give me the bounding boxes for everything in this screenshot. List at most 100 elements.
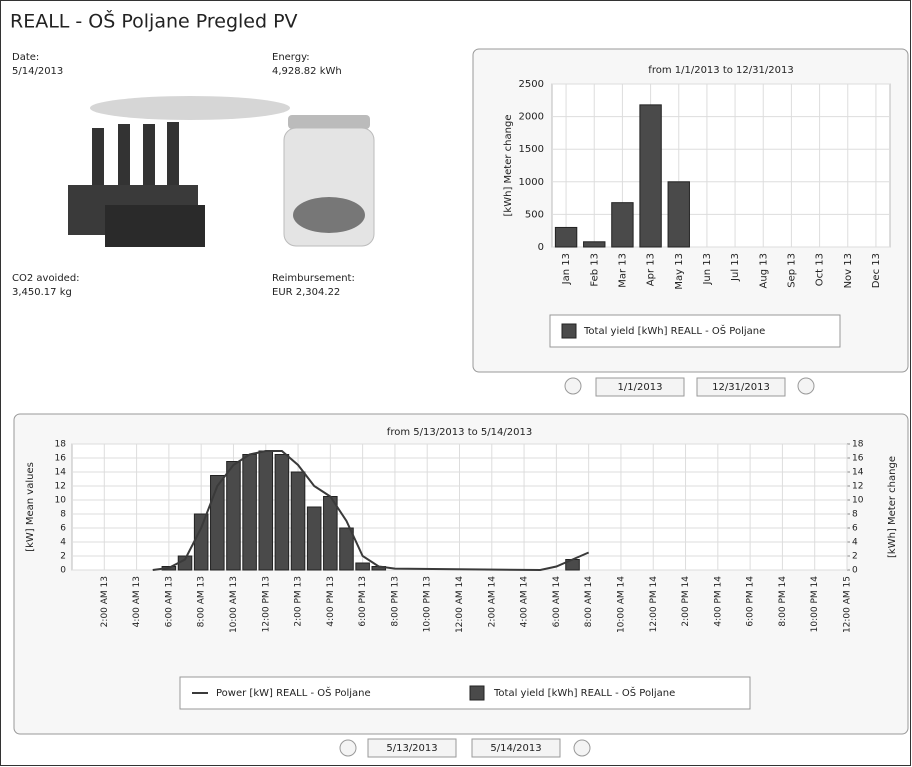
x-tick-label: 10:00 PM 13 xyxy=(423,576,433,632)
page: REALL - OŠ Poljane Pregled PV Date: 5/14… xyxy=(0,0,912,767)
y-tick-label: 12 xyxy=(55,482,66,492)
legend-swatch xyxy=(562,324,576,338)
stat-value: EUR 2,304.22 xyxy=(272,287,340,298)
x-tick-label: 6:00 AM 14 xyxy=(552,576,562,628)
x-tick-label: 8:00 PM 14 xyxy=(778,576,788,627)
y-tick-label: 0 xyxy=(538,242,544,253)
x-tick-label: 10:00 PM 14 xyxy=(810,576,820,633)
bar xyxy=(640,105,661,247)
x-tick-label: 2:00 PM 14 xyxy=(681,576,691,627)
x-tick-label: 12:00 AM 14 xyxy=(455,576,465,633)
y2-tick-label: 16 xyxy=(852,454,864,464)
date-from-text: 5/13/2013 xyxy=(386,743,437,754)
x-tick-label: 6:00 AM 13 xyxy=(164,576,174,627)
y2-tick-label: 4 xyxy=(852,538,858,548)
legend-label: Total yield [kWh] REALL - OŠ Poljane xyxy=(583,324,765,337)
bar xyxy=(243,455,257,571)
x-tick-label: 12:00 AM 15 xyxy=(843,576,853,633)
x-tick-label: 6:00 PM 14 xyxy=(746,576,756,627)
prev-button[interactable] xyxy=(565,378,581,394)
x-tick-label: 2:00 PM 13 xyxy=(294,576,304,627)
y-tick-label: 2500 xyxy=(519,79,544,90)
legend-label: Power [kW] REALL - OŠ Poljane xyxy=(216,686,371,699)
bar xyxy=(227,462,241,571)
x-tick-label: 10:00 AM 13 xyxy=(229,576,239,633)
stat-label: CO2 avoided: xyxy=(12,273,80,284)
y2-tick-label: 10 xyxy=(852,496,864,506)
y-tick-label: 2000 xyxy=(519,112,544,123)
x-tick-label: 12:00 PM 13 xyxy=(261,576,271,632)
x-tick-label: 8:00 AM 14 xyxy=(584,576,594,628)
x-tick-label: 4:00 AM 14 xyxy=(520,576,530,628)
y-tick-label: 16 xyxy=(55,454,67,464)
bar xyxy=(275,455,289,571)
next-button[interactable] xyxy=(798,378,814,394)
x-tick-label: Oct 13 xyxy=(815,253,826,286)
y2-tick-label: 2 xyxy=(852,552,858,562)
y2-tick-label: 0 xyxy=(852,566,858,576)
jar-illustration xyxy=(284,115,374,246)
x-tick-label: 8:00 AM 13 xyxy=(197,576,207,627)
date-to-text: 12/31/2013 xyxy=(712,382,770,393)
x-tick-label: 4:00 AM 13 xyxy=(132,576,142,627)
y2-tick-label: 6 xyxy=(852,524,858,534)
y2-tick-label: 14 xyxy=(852,468,864,478)
stat-label: Energy: xyxy=(272,52,310,63)
y-tick-label: 18 xyxy=(55,440,67,450)
y-axis-title: [kWh] Meter change xyxy=(503,115,514,217)
y-tick-label: 500 xyxy=(525,209,544,220)
x-tick-label: 12:00 PM 14 xyxy=(649,576,659,633)
y-tick-label: 6 xyxy=(60,524,66,534)
bar xyxy=(612,203,633,247)
y-tick-label: 2 xyxy=(60,552,66,562)
bar xyxy=(340,528,354,570)
stat-value: 4,928.82 kWh xyxy=(272,66,342,77)
next-button[interactable] xyxy=(574,740,590,756)
x-tick-label: 2:00 AM 13 xyxy=(100,576,110,627)
x-tick-label: May 13 xyxy=(674,253,685,290)
legend-swatch xyxy=(470,686,484,700)
x-tick-label: Feb 13 xyxy=(589,253,600,287)
legend-label: Total yield [kWh] REALL - OŠ Poljane xyxy=(493,686,675,699)
stat-value: 3,450.17 kg xyxy=(12,287,72,298)
x-tick-label: Mar 13 xyxy=(617,253,628,288)
x-tick-label: Aug 13 xyxy=(758,253,769,288)
date-from-text: 1/1/2013 xyxy=(618,382,663,393)
x-tick-label: Nov 13 xyxy=(843,253,854,288)
chart-title: from 5/13/2013 to 5/14/2013 xyxy=(387,427,532,438)
x-tick-label: 2:00 AM 14 xyxy=(487,576,497,628)
y-tick-label: 8 xyxy=(60,510,66,520)
y-tick-label: 1500 xyxy=(519,144,544,155)
plot-area xyxy=(552,84,890,247)
x-tick-label: Jul 13 xyxy=(730,253,741,282)
bar xyxy=(668,182,689,247)
bar xyxy=(259,451,273,570)
stat-value: 5/14/2013 xyxy=(12,66,63,77)
bar xyxy=(211,476,225,571)
y-tick-label: 10 xyxy=(55,496,67,506)
stat-label: Reimbursement: xyxy=(272,273,355,284)
bar xyxy=(555,227,576,247)
bar xyxy=(307,507,321,570)
x-tick-label: Dec 13 xyxy=(871,253,882,288)
date-to-text: 5/14/2013 xyxy=(490,743,541,754)
page-title: REALL - OŠ Poljane Pregled PV xyxy=(10,9,298,33)
y-tick-label: 1000 xyxy=(519,177,544,188)
bar xyxy=(291,472,305,570)
bar xyxy=(356,563,370,570)
bar xyxy=(194,514,208,570)
x-tick-label: Apr 13 xyxy=(646,253,657,286)
x-tick-label: 4:00 PM 14 xyxy=(713,576,723,627)
y2-tick-label: 12 xyxy=(852,482,863,492)
y-tick-label: 0 xyxy=(60,566,66,576)
chart-title: from 1/1/2013 to 12/31/2013 xyxy=(648,65,793,76)
bar xyxy=(324,497,338,571)
x-tick-label: 6:00 PM 13 xyxy=(358,576,368,627)
prev-button[interactable] xyxy=(340,740,356,756)
y2-axis-title: [kWh] Meter change xyxy=(887,456,898,558)
x-tick-label: 8:00 PM 13 xyxy=(390,576,400,627)
y2-tick-label: 8 xyxy=(852,510,858,520)
bar xyxy=(584,242,605,247)
x-tick-label: Jun 13 xyxy=(702,253,713,286)
y-tick-label: 4 xyxy=(60,538,66,548)
